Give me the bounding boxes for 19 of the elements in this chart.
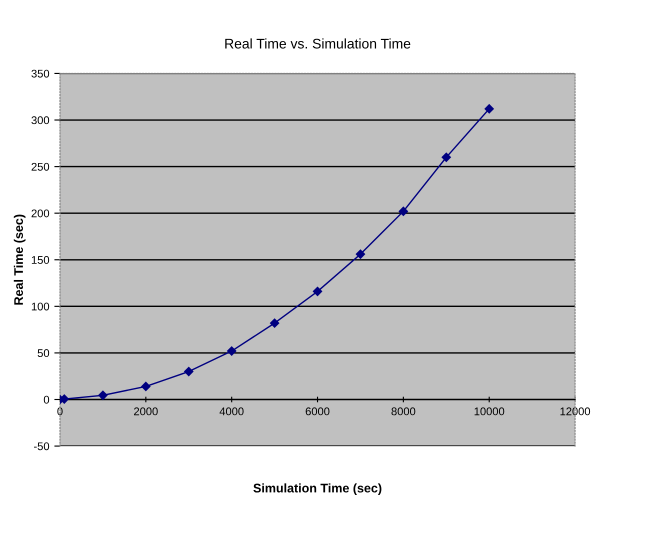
x-tick-label: 10000	[474, 407, 504, 416]
x-tick-label: 0	[57, 407, 63, 416]
x-tick-label: 12000	[560, 407, 590, 416]
y-tick-label: 350	[31, 70, 50, 78]
y-tick-label: 0	[44, 396, 50, 404]
y-tick-label: 250	[32, 162, 50, 171]
y-tick-label: 100	[32, 302, 50, 310]
y-tick-label: 150	[32, 256, 50, 264]
x-tick-label: 2000	[134, 407, 158, 416]
y-tick-label: 200	[32, 209, 50, 218]
y-tick-label: -50	[34, 442, 50, 450]
y-axis-title: Real Time (sec)	[14, 214, 26, 305]
y-tick-label: 50	[38, 349, 50, 358]
x-axis-title: Simulation Time (sec)	[253, 483, 382, 495]
y-tick-label: 300	[31, 116, 50, 124]
x-tick-label: 6000	[306, 407, 330, 416]
x-tick-label: 8000	[391, 407, 416, 416]
chart-title: Real Time vs. Simulation Time	[225, 38, 410, 49]
x-tick-label: 4000	[220, 407, 244, 416]
